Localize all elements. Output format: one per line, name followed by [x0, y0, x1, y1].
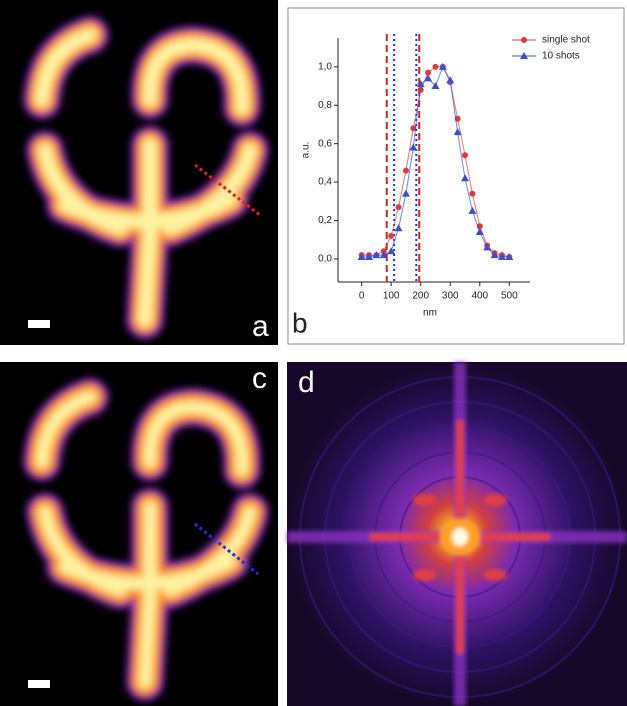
triangle-marker: [387, 247, 396, 255]
triangle-marker: [468, 206, 477, 214]
y-tick-label: 0,0: [318, 254, 332, 265]
panel-label: d: [298, 366, 315, 399]
y-tick-label: 0,2: [318, 215, 332, 226]
triangle-marker: [453, 128, 462, 136]
circle-marker: [462, 152, 469, 159]
triangle-marker: [357, 253, 366, 261]
y-tick-label: 0,4: [318, 177, 332, 188]
triangle-marker: [461, 174, 470, 182]
y-tick-label: 0,8: [318, 100, 332, 111]
x-tick-label: 0: [359, 291, 365, 302]
circle-marker: [432, 63, 439, 70]
circle-marker: [402, 167, 409, 174]
triangle-marker: [394, 224, 403, 232]
triangle-marker: [424, 74, 433, 82]
legend-label: 10 shots: [542, 51, 580, 62]
triangle-marker: [401, 189, 410, 197]
triangle-marker: [372, 251, 381, 259]
x-axis-label: nm: [423, 308, 437, 319]
y-axis-label: a.u.: [301, 142, 312, 159]
triangle-marker: [490, 251, 499, 259]
triangle-marker: [520, 52, 528, 59]
circle-marker: [388, 232, 395, 239]
triangle-marker: [416, 80, 425, 88]
circle-marker: [425, 69, 432, 76]
triangle-marker: [438, 62, 447, 70]
circle-marker: [417, 86, 424, 93]
triangle-marker: [505, 253, 514, 261]
circle-marker: [395, 204, 402, 211]
triangle-marker: [446, 76, 455, 84]
triangle-marker: [365, 253, 374, 261]
triangle-marker: [497, 253, 506, 261]
x-tick-label: 100: [383, 291, 400, 302]
triangle-marker: [379, 251, 388, 259]
y-tick-label: 1,0: [318, 61, 332, 72]
x-tick-label: 200: [412, 291, 429, 302]
legend-label: single shot: [542, 35, 590, 46]
y-tick-label: 0,6: [318, 138, 332, 149]
x-tick-label: 300: [442, 291, 459, 302]
circle-marker: [410, 125, 417, 132]
panel-d: d: [287, 362, 627, 706]
triangle-marker: [475, 228, 484, 236]
panel-c: c: [0, 362, 278, 706]
triangle-marker: [409, 143, 418, 151]
x-tick-label: 500: [501, 291, 518, 302]
triangle-marker: [483, 243, 492, 251]
circle-marker: [469, 190, 476, 197]
circle-marker: [521, 37, 527, 43]
x-tick-label: 400: [471, 291, 488, 302]
triangle-marker: [431, 82, 440, 90]
panel-b: b nm a.u. 0 100 200 300 400 500 0,0 0,2 0,4 0,6 0,…: [287, 7, 625, 345]
panel-label: c: [252, 362, 267, 395]
panel-label: a: [252, 310, 269, 343]
panel-label: b: [292, 307, 308, 338]
panel-a: a: [0, 0, 278, 345]
